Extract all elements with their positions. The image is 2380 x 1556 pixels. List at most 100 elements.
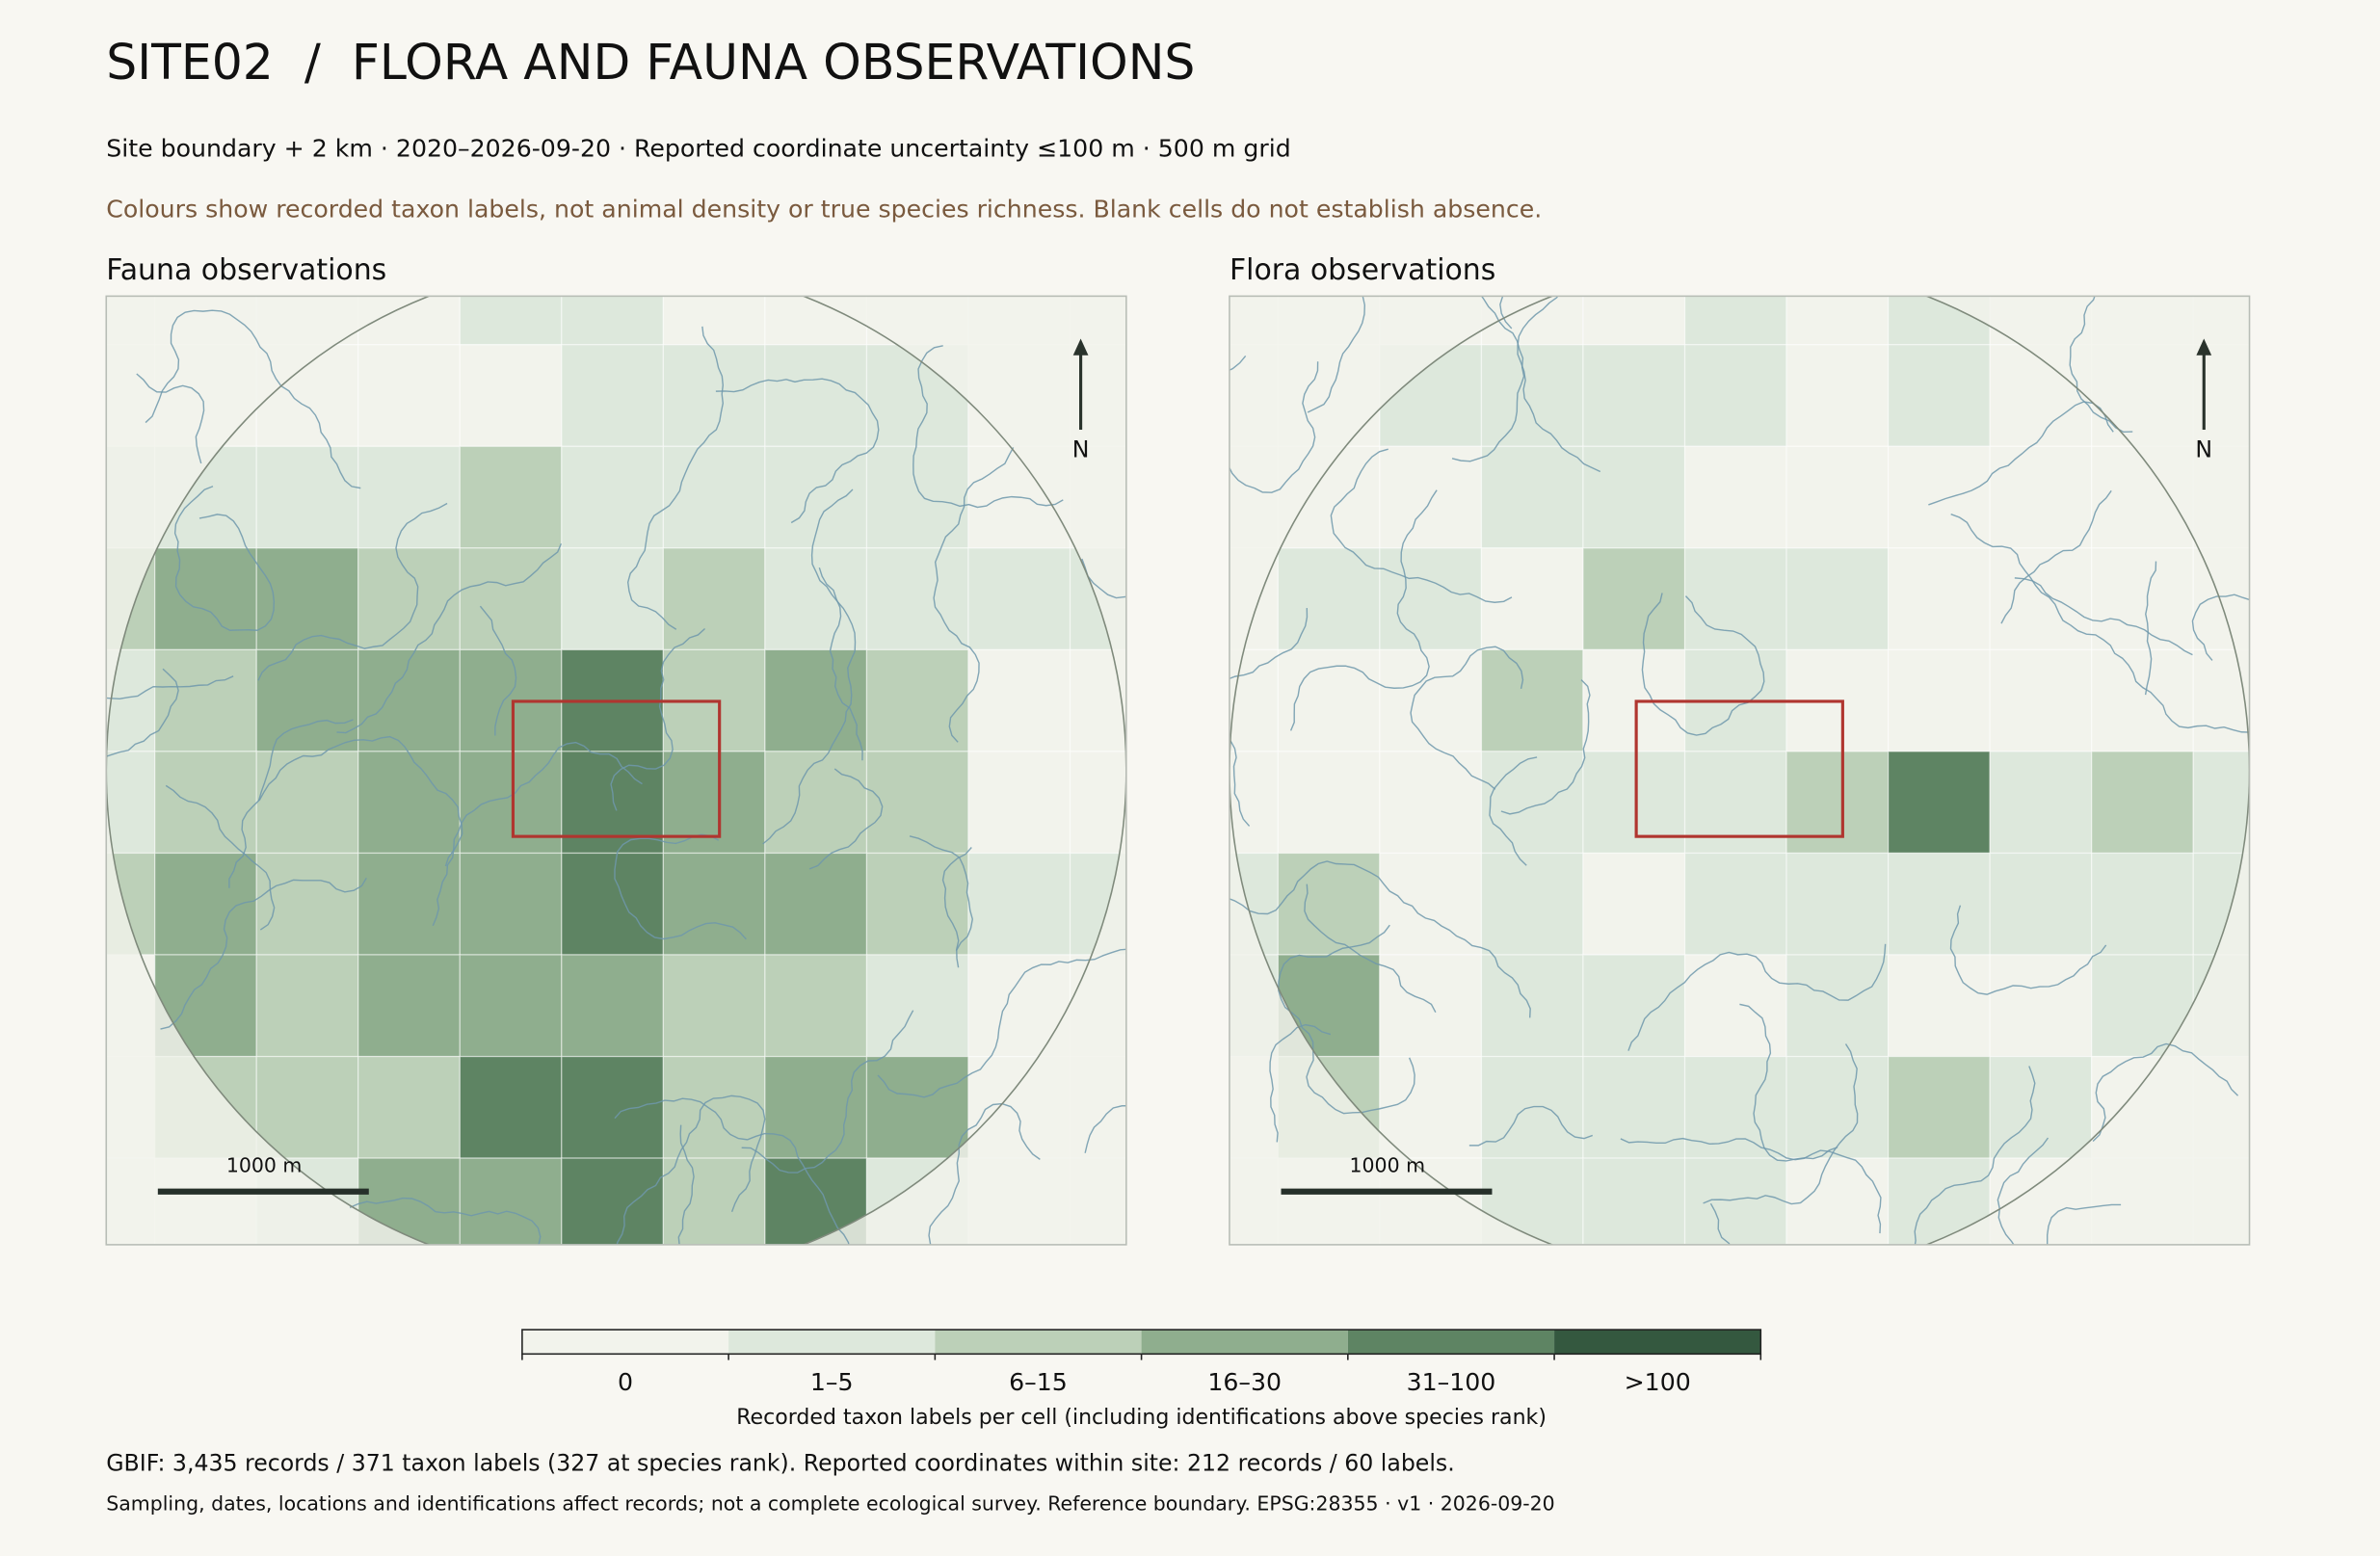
stream: [1269, 1023, 1332, 1143]
stream: [1304, 883, 1437, 1014]
legend-swatch: [935, 1330, 1142, 1355]
grid-cell: [357, 751, 461, 855]
grid-cell: [459, 852, 563, 956]
stream: [1914, 1066, 2036, 1245]
scale-label: 1000 m: [1350, 1153, 1426, 1176]
grid-cell: [1379, 954, 1483, 1058]
stream: [136, 373, 205, 464]
grid-cell: [967, 547, 1071, 651]
grid-cell: [1582, 1157, 1686, 1245]
stream: [933, 447, 1015, 743]
grid-cell: [764, 648, 868, 752]
stream: [1641, 593, 1765, 736]
grid-cell: [865, 954, 969, 1058]
north-arrow-head: [1072, 338, 1089, 356]
grid-cell: [1379, 751, 1483, 855]
grid-cell: [1277, 547, 1381, 651]
legend-swatch: [521, 1330, 729, 1355]
legend-axis-label: Recorded taxon labels per cell (includin…: [736, 1406, 1547, 1430]
note: Colours show recorded taxon labels, not …: [106, 195, 1542, 223]
grid-cell: [357, 852, 461, 956]
grid-cell: [561, 296, 665, 346]
grid-cell: [1683, 852, 1787, 956]
grid-cell: [459, 1055, 563, 1159]
grid-cell: [1069, 751, 1126, 855]
grid-cell: [357, 344, 461, 447]
grid-cell: [459, 954, 563, 1058]
grid-cell: [255, 852, 359, 956]
grid-cell: [1785, 1055, 1890, 1159]
map-panel: [106, 296, 1126, 1245]
grid-cell: [764, 547, 868, 651]
grid-cell: [1683, 445, 1787, 549]
grid-cell: [1277, 648, 1381, 752]
grid-cell: [1480, 954, 1584, 1058]
stream: [1330, 448, 1513, 603]
grid-cell: [459, 1157, 563, 1245]
grid-cell: [255, 1055, 359, 1159]
grid-cell: [561, 1157, 665, 1245]
stream: [106, 675, 234, 699]
grid-cell: [764, 445, 868, 549]
grid-cell: [967, 852, 1071, 956]
grid-cell: [1229, 751, 1279, 855]
outside-mask: [1229, 296, 2250, 1245]
stream: [2069, 296, 2133, 434]
grid-cell: [154, 751, 257, 855]
grid-cell: [561, 445, 665, 549]
grid-cell: [1989, 751, 2093, 855]
stream: [715, 378, 880, 524]
grid-cell: [1785, 852, 1890, 956]
stream: [614, 1097, 850, 1245]
stream: [336, 543, 563, 734]
grid-cell: [662, 852, 766, 956]
stream: [1739, 1003, 1838, 1162]
legend-label: 6–15: [1009, 1368, 1068, 1396]
grid-cell: [1683, 344, 1787, 447]
grid-cell: [1683, 296, 1787, 346]
stream: [1229, 737, 1251, 827]
grid-cell: [662, 1055, 766, 1159]
panel-frame: [1229, 295, 2251, 1246]
grid-cell: [561, 954, 665, 1058]
grid-cell: [255, 954, 359, 1058]
stream: [1084, 1105, 1126, 1153]
grid-cell: [459, 445, 563, 549]
stream: [2092, 1042, 2239, 1142]
legend-label: 16–30: [1207, 1368, 1282, 1396]
grid-cell: [1379, 852, 1483, 956]
grid-cell: [1379, 648, 1483, 752]
grid-cell: [1582, 852, 1686, 956]
site-boundary: [511, 699, 722, 838]
grid-cell: [561, 344, 665, 447]
stream: [1489, 756, 1538, 866]
stream: [1950, 514, 2250, 733]
stream: [145, 309, 361, 489]
grid-cell: [561, 852, 665, 956]
stream: [2014, 577, 2193, 656]
grid-cell: [1582, 344, 1686, 447]
grid-cell: [357, 445, 461, 549]
stream: [1500, 679, 1591, 815]
grid-cell: [1785, 344, 1890, 447]
grid-cell: [1989, 954, 2093, 1058]
grid-cell: [865, 852, 969, 956]
legend-swatch: [1347, 1330, 1555, 1355]
grid-cell: [662, 296, 766, 346]
grid-cell: [967, 751, 1071, 855]
stream: [626, 326, 725, 630]
grid-cell: [1480, 445, 1584, 549]
stream: [349, 1197, 542, 1245]
stream: [1627, 943, 1887, 1051]
grid-cell: [255, 751, 359, 855]
grid-cell: [865, 1055, 969, 1159]
grid-cell: [1582, 445, 1686, 549]
legend-frame: [521, 1329, 1762, 1356]
stream: [1307, 296, 1513, 413]
grid-cell: [2192, 751, 2250, 855]
grid-cell: [1887, 344, 1991, 447]
stream: [741, 1010, 914, 1174]
stream: [106, 1169, 107, 1172]
stream: [2000, 489, 2112, 624]
stream: [941, 847, 972, 968]
